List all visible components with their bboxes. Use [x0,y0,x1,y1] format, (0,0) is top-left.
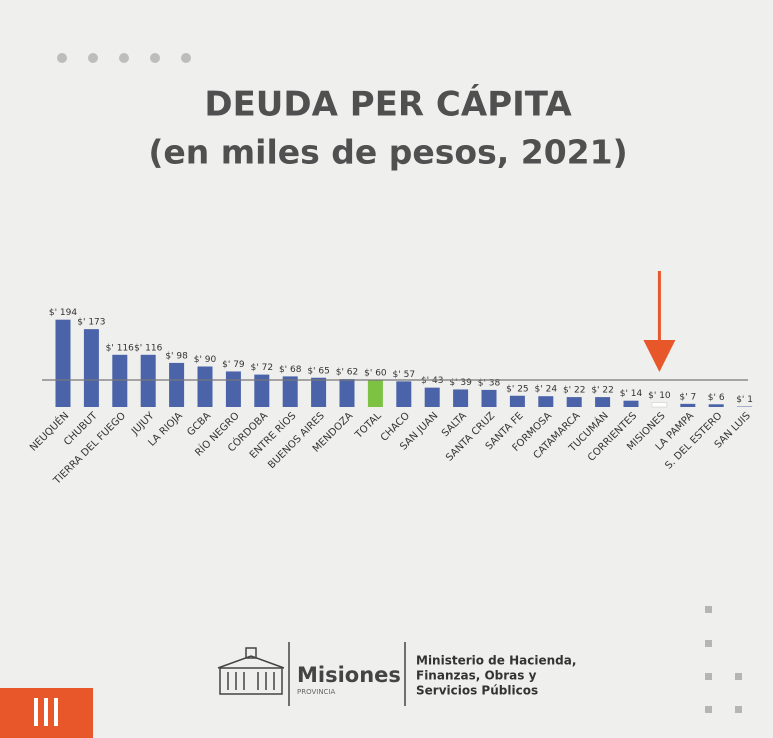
value-label: $' 98 [165,351,188,361]
value-label: $' 68 [279,365,302,375]
bar [55,319,71,407]
chart-title: DEUDA PER CÁPITA [204,84,572,125]
ministry-line: Ministerio de Hacienda, [416,654,576,668]
value-label: $' 62 [336,368,359,378]
value-label: $' 194 [49,308,78,318]
bar [112,354,128,407]
bar [453,389,469,407]
bar [708,404,724,407]
value-label: $' 39 [449,378,472,388]
value-label: $' 65 [307,366,330,376]
bar [311,377,327,407]
value-label: $' 22 [591,386,614,396]
value-label: $' 24 [535,385,558,395]
bar [367,380,383,407]
bar [140,354,156,407]
bar [396,381,412,407]
value-label: $' 38 [478,378,501,388]
value-label: $' 14 [620,389,643,399]
decor-squares [705,606,742,713]
ministry-line: Finanzas, Obras y [416,669,537,683]
bar [595,397,611,407]
value-label: $' 79 [222,360,245,370]
logo-name: Misiones [297,663,401,687]
value-label: $' 6 [708,393,725,403]
bar [509,395,525,407]
logo-subtitle: PROVINCIA [297,688,336,696]
bar [169,362,185,407]
bar [651,402,668,408]
logo-building [217,647,285,695]
bar [680,403,696,407]
x-tick-label: NEUQUÉN [27,409,72,454]
corner-bars [34,698,58,726]
bar [538,396,554,407]
value-label: $' 1 [736,395,753,405]
value-label: $' 57 [393,370,416,380]
value-label: $' 72 [251,363,274,373]
bar [566,397,582,407]
value-label: $' 7 [679,392,696,402]
bar [623,400,639,407]
value-label: $' 173 [77,318,105,328]
bar [424,387,440,407]
value-label: $' 10 [648,391,671,401]
bar [83,329,99,407]
value-label: $' 116 [134,343,163,353]
decor-dots [57,53,191,63]
bar [254,374,270,407]
bar [225,371,241,407]
value-label: $' 22 [563,386,586,396]
value-label: $' 43 [421,376,444,386]
arrow-head [643,340,676,372]
ministry-line: Servicios Públicos [416,684,538,698]
bar [282,376,298,407]
value-label: $' 25 [506,384,529,394]
value-label: $' 116 [106,343,135,353]
bar [197,366,213,407]
bar [339,379,355,407]
value-label: $' 90 [194,355,217,365]
value-label: $' 60 [364,369,387,379]
chart-subtitle: (en miles de pesos, 2021) [148,133,627,172]
bar [481,389,497,407]
